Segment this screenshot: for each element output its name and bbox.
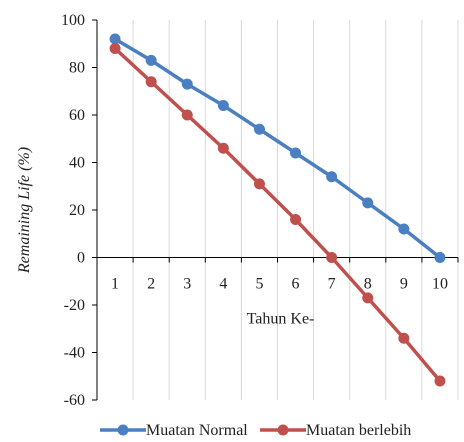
data-point	[434, 252, 446, 263]
series	[109, 33, 446, 387]
data-point	[434, 375, 446, 387]
y-tick-label: 0	[77, 250, 85, 267]
x-tick-label: 3	[183, 276, 191, 293]
y-tick-label: 100	[61, 12, 85, 29]
x-tick-label: 6	[292, 276, 300, 293]
x-tick-label: 2	[147, 276, 155, 293]
data-point	[109, 43, 121, 54]
data-point	[326, 171, 338, 183]
data-point	[290, 147, 302, 159]
data-point	[217, 100, 229, 111]
data-point	[109, 33, 121, 45]
y-axis-title: Remaining Life (%)	[16, 147, 33, 274]
x-tick-label: 5	[255, 276, 263, 293]
y-tick-label: -60	[64, 392, 85, 409]
data-point	[145, 54, 157, 66]
y-tick-label: -40	[64, 345, 85, 362]
data-point	[362, 292, 374, 304]
labels: 100 80 60 40 20 0 -20 -40 -60 1 2 3 4 5 6 7 8 9 10 Tahun Ke…	[16, 12, 448, 409]
data-point	[398, 223, 410, 235]
x-tick-label: 8	[364, 276, 372, 293]
axes	[92, 19, 459, 401]
y-tick-label: 60	[69, 107, 85, 124]
series-line-1	[113, 37, 442, 260]
data-point	[145, 76, 157, 88]
data-point	[253, 178, 265, 190]
series-line-2	[113, 46, 442, 383]
y-tick-label: 80	[69, 60, 85, 77]
grid	[132, 20, 459, 400]
data-point	[326, 252, 338, 263]
x-tick-label: 1	[111, 276, 119, 293]
x-tick-label: 9	[400, 276, 408, 293]
x-tick-label: 4	[219, 276, 227, 293]
y-tick-label: 40	[69, 155, 85, 172]
x-tick-label: 10	[432, 276, 448, 293]
data-point	[362, 197, 374, 209]
y-tick-label: 20	[69, 202, 85, 219]
data-point	[253, 123, 265, 135]
data-point	[181, 109, 193, 121]
legend-swatch-marker	[117, 424, 129, 436]
data-point	[181, 78, 193, 90]
legend-label: Muatan berlebih	[306, 422, 411, 439]
legend-swatch-marker	[277, 424, 289, 436]
data-point	[398, 332, 410, 344]
y-tick-label: -20	[64, 297, 85, 314]
x-tick-label: 7	[328, 276, 336, 293]
data-point	[290, 214, 302, 225]
data-point	[217, 142, 229, 154]
x-axis-title: Tahun Ke-	[247, 311, 315, 328]
legend: Muatan Normal Muatan berlebih	[100, 422, 411, 439]
legend-label: Muatan Normal	[146, 422, 248, 439]
